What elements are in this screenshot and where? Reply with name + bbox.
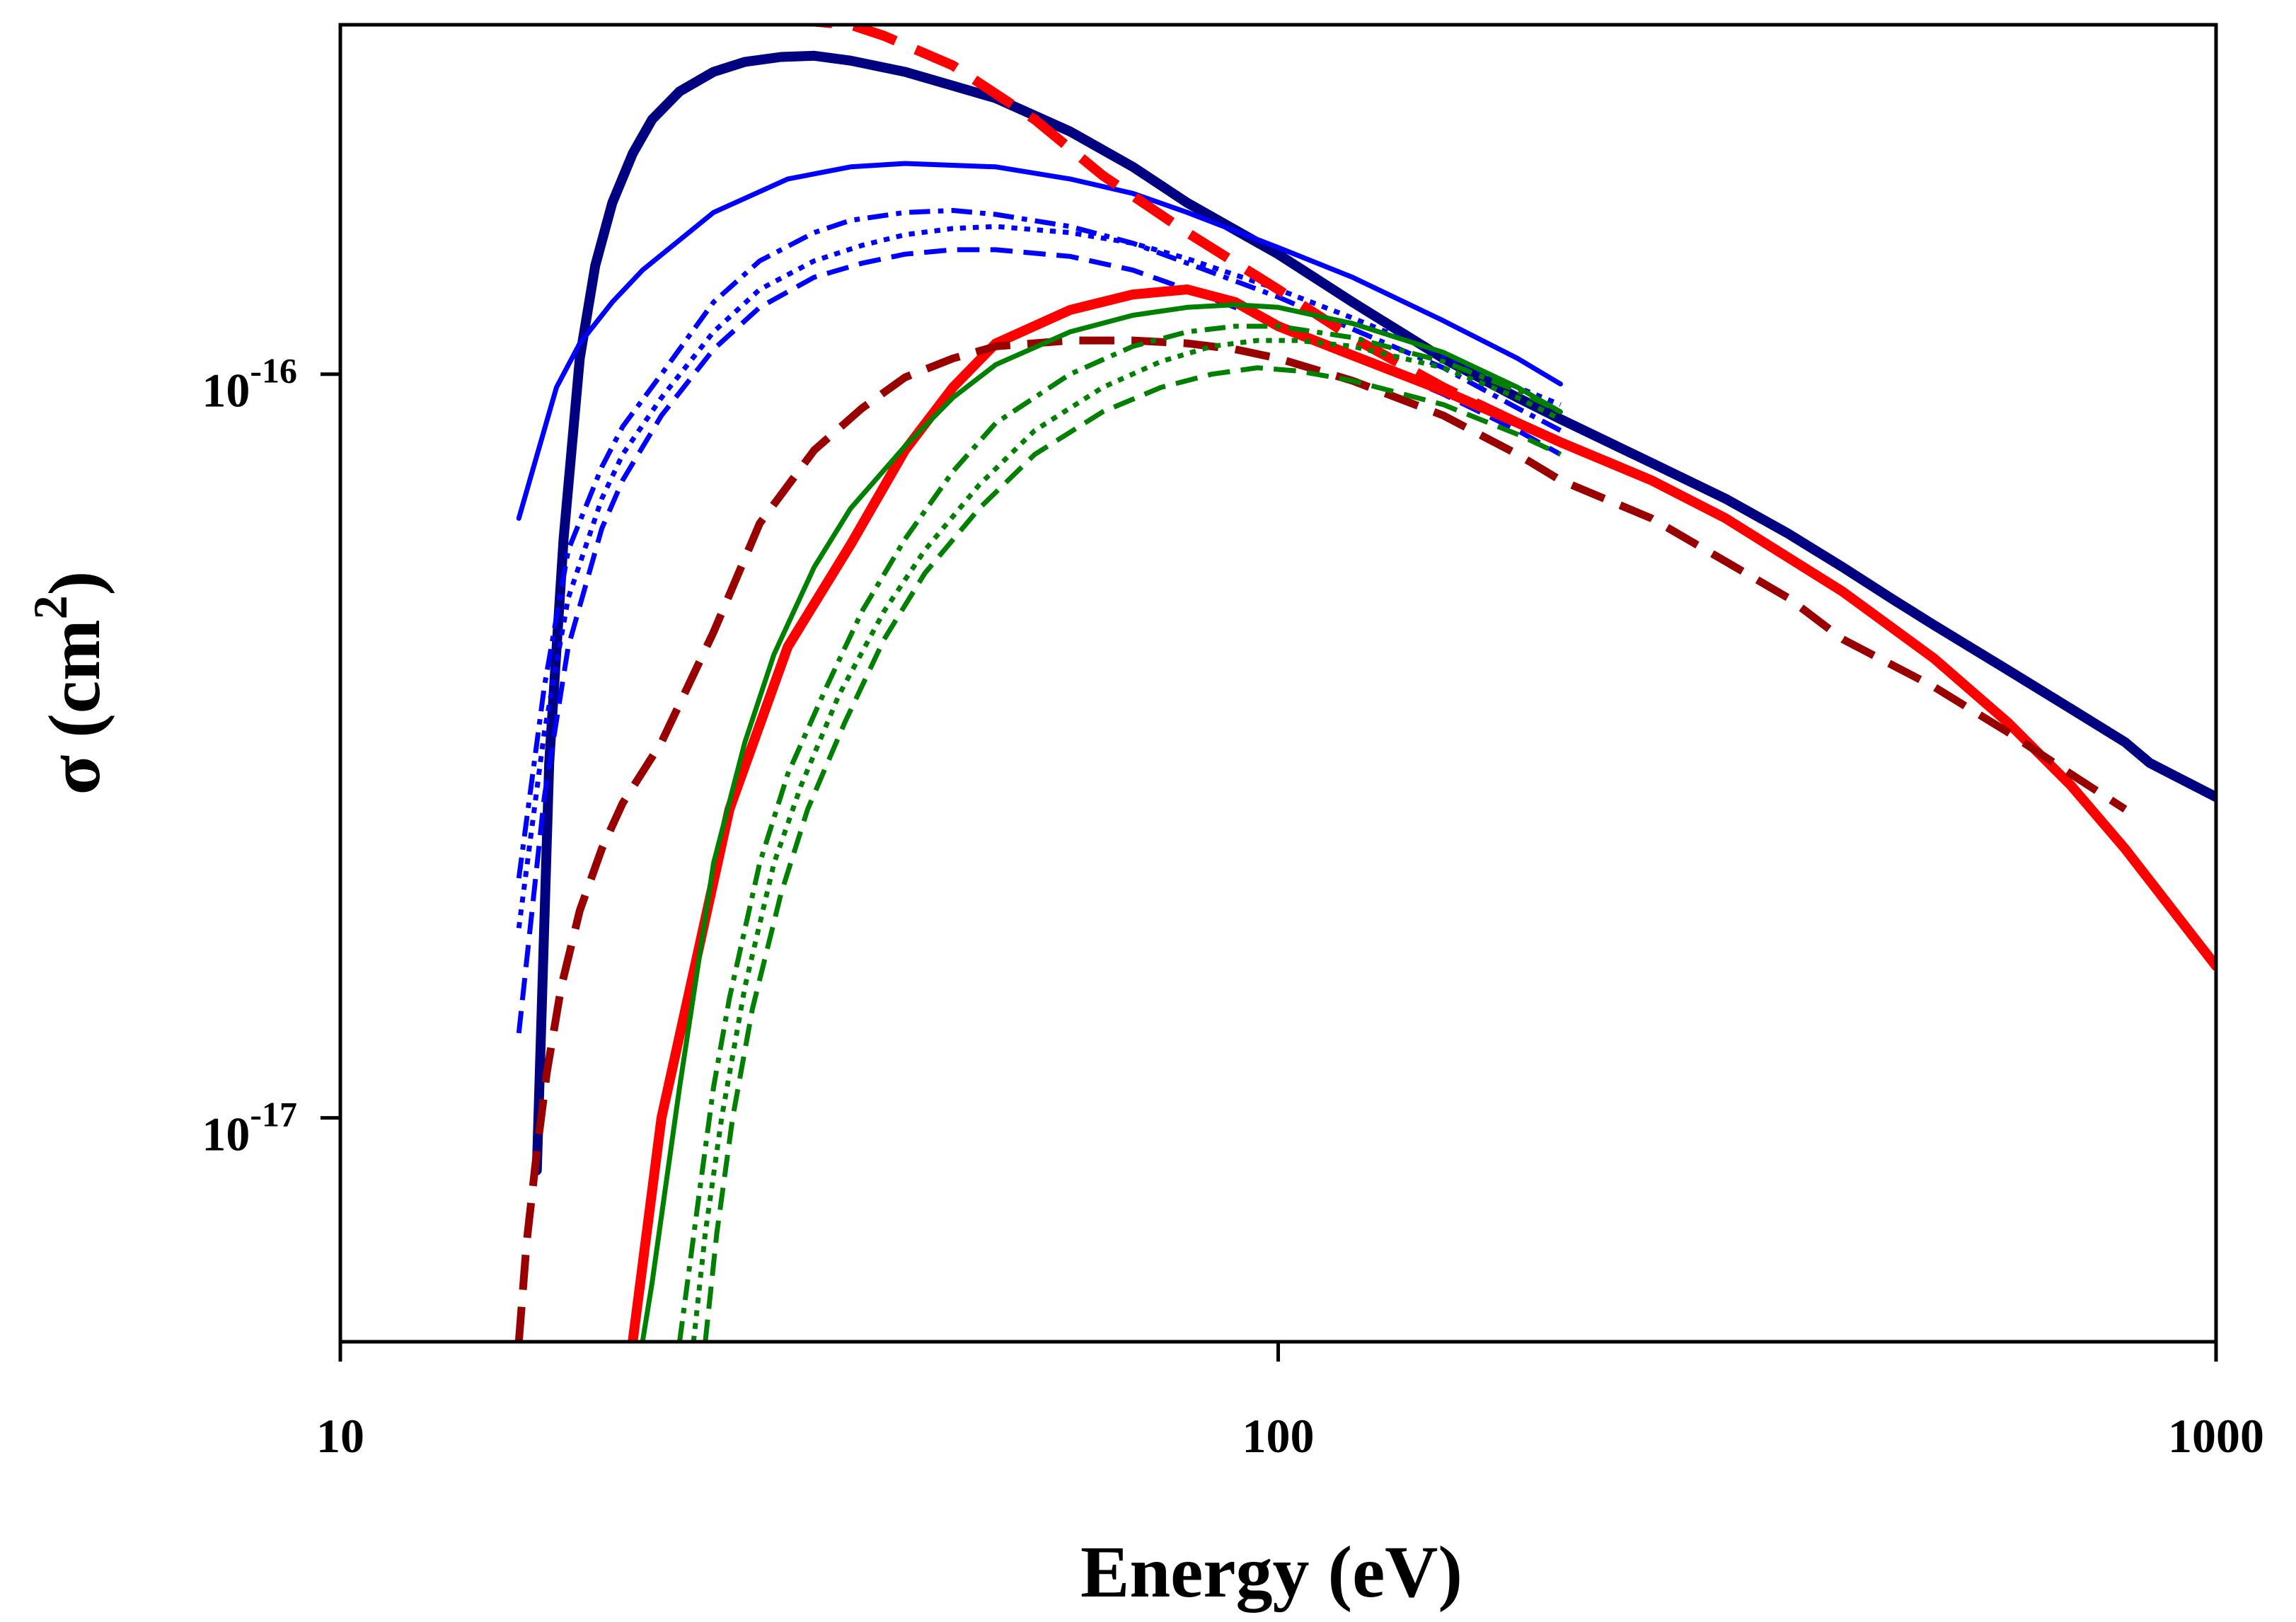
series-line-green-dashdot	[677, 323, 1562, 1342]
series-line-green-solid	[640, 302, 1563, 1342]
series-line-blue-solid	[516, 161, 1563, 521]
x-axis-title: Energy (eV)	[1080, 1531, 1463, 1613]
y-axis-symbol: σ	[34, 755, 115, 795]
series-layer	[514, 25, 2216, 1342]
series-line-blue-dotted	[516, 224, 1562, 928]
series-line-green-dashed	[703, 365, 1562, 1342]
x-axis-ticks: 10 100 1000	[316, 1342, 2264, 1463]
y-axis-unit-close: )	[34, 571, 115, 596]
x-tick-label: 100	[1242, 1409, 1315, 1463]
y-axis-ticks: 10-16 10-17	[202, 351, 340, 1161]
y-tick-label: 10-17	[202, 1095, 297, 1161]
series-line-green-dotted	[691, 338, 1562, 1342]
y-tick-label: 10-16	[202, 351, 297, 418]
x-tick-label: 10	[316, 1409, 364, 1463]
series-line-darkred-dashed	[514, 336, 2128, 1342]
x-tick-label: 1000	[2168, 1409, 2264, 1463]
y-axis-title: σ (cm2)	[23, 571, 115, 795]
series-line-navy-solid-thick	[531, 50, 2216, 1175]
y-axis-unit: (cm	[34, 619, 115, 737]
y-axis-unit-exponent: 2	[23, 595, 77, 619]
